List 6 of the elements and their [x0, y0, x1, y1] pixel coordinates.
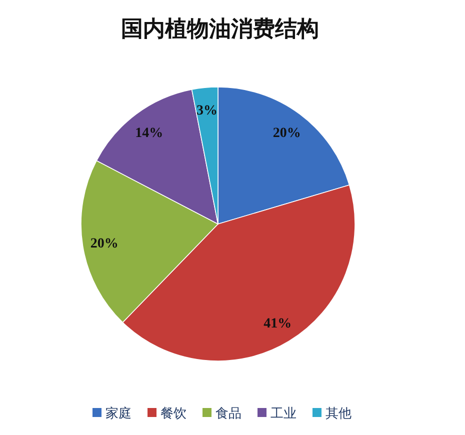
- legend-label: 其他: [326, 406, 352, 420]
- legend-label: 餐饮: [160, 406, 186, 420]
- title: 国内植物油消费结构: [121, 16, 319, 41]
- legend-label: 家庭: [106, 406, 132, 420]
- legend-label: 工业: [270, 406, 296, 420]
- legend-label: 食品: [216, 406, 242, 420]
